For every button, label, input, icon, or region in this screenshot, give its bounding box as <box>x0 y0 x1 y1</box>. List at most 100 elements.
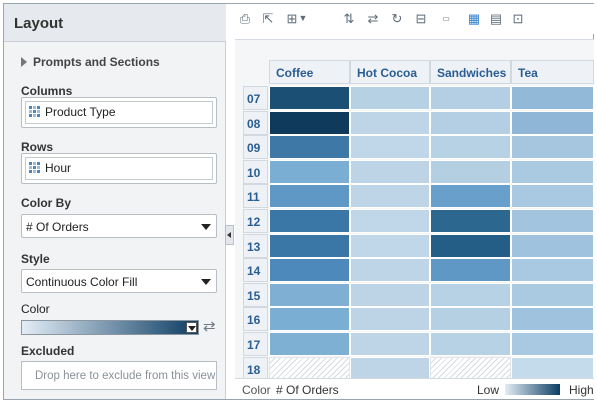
row-header[interactable]: 11 <box>243 184 268 209</box>
heat-cell[interactable] <box>269 159 350 184</box>
heat-cell[interactable] <box>269 332 350 356</box>
heat-cell[interactable] <box>511 110 594 135</box>
row-header[interactable]: 07 <box>243 86 268 110</box>
heat-cell-empty[interactable] <box>269 356 350 381</box>
heat-cell[interactable] <box>350 86 430 110</box>
heat-cell[interactable] <box>269 307 350 332</box>
heat-cell[interactable] <box>511 282 594 307</box>
heat-cell[interactable] <box>430 86 511 110</box>
chevron-down-icon[interactable] <box>186 322 197 333</box>
heat-cell[interactable] <box>511 258 594 283</box>
heat-cell[interactable] <box>350 209 430 233</box>
row-header[interactable]: 17 <box>243 332 268 356</box>
heat-cell[interactable] <box>350 135 430 160</box>
heat-cell[interactable] <box>511 86 594 110</box>
sort-icon[interactable]: ⇅ <box>343 11 355 26</box>
color-ramp-select[interactable] <box>21 320 199 335</box>
export-icon[interactable]: ⇱ <box>262 11 274 26</box>
style-select[interactable]: Continuous Color Fill <box>21 269 217 293</box>
heat-cell[interactable] <box>350 233 430 258</box>
columns-drop-target[interactable]: Product Type <box>21 97 217 128</box>
style-value: Continuous Color Fill <box>26 275 138 289</box>
heat-cell[interactable] <box>350 258 430 283</box>
row-header[interactable]: 08 <box>243 110 268 135</box>
heat-cell[interactable] <box>430 282 511 307</box>
heat-cell[interactable] <box>511 307 594 332</box>
heat-cell[interactable] <box>350 110 430 135</box>
legend-color-ramp <box>505 384 560 395</box>
row-header[interactable]: 10 <box>243 159 268 184</box>
heat-cell[interactable] <box>269 233 350 258</box>
columns-item-chip[interactable]: Product Type <box>29 105 116 119</box>
heat-cell[interactable] <box>269 282 350 307</box>
heat-cell[interactable] <box>430 332 511 356</box>
row-header[interactable]: 13 <box>243 233 268 258</box>
print-icon[interactable]: ⎙ <box>239 11 251 26</box>
heat-cell[interactable] <box>511 184 594 209</box>
rows-item-chip[interactable]: Hour <box>29 161 71 175</box>
excluded-drop-target[interactable]: Drop here to exclude from this view <box>21 361 217 390</box>
heat-cell[interactable] <box>350 356 430 381</box>
row-header[interactable]: 18 <box>243 356 268 381</box>
refresh-icon[interactable]: ↻ <box>391 11 403 26</box>
layout-editor: Layout Prompts and Sections Columns Prod… <box>3 3 594 400</box>
heat-cell[interactable] <box>511 332 594 356</box>
heat-cell[interactable] <box>430 159 511 184</box>
legend-measure-label: # Of Orders <box>276 383 339 397</box>
heat-cell[interactable] <box>269 135 350 160</box>
row-header[interactable]: 14 <box>243 258 268 283</box>
heat-cell[interactable] <box>350 282 430 307</box>
heat-cell[interactable] <box>430 307 511 332</box>
view-options-icon[interactable]: ⊞ <box>286 11 298 26</box>
heat-cell[interactable] <box>269 209 350 233</box>
heat-cell[interactable] <box>511 159 594 184</box>
collapse-panel-handle[interactable] <box>225 225 234 245</box>
heat-cell[interactable] <box>511 356 594 381</box>
layout-panel: Layout Prompts and Sections Columns Prod… <box>4 4 226 399</box>
dropdown-arrow-icon[interactable]: ▼ <box>298 13 308 23</box>
heat-cell[interactable] <box>350 159 430 184</box>
row-header[interactable]: 09 <box>243 135 268 160</box>
heat-cell[interactable] <box>269 258 350 283</box>
heat-cell[interactable] <box>511 209 594 233</box>
row-header[interactable]: 12 <box>243 209 268 233</box>
attribute-icon <box>29 106 40 118</box>
heat-cell[interactable] <box>430 110 511 135</box>
prompts-sections-label: Prompts and Sections <box>33 55 160 69</box>
column-header[interactable]: Hot Cocoa <box>350 60 430 84</box>
heat-cell[interactable] <box>430 184 511 209</box>
heat-cell[interactable] <box>269 86 350 110</box>
heat-matrix-icon[interactable]: ▦ <box>467 11 481 26</box>
pivot-icon[interactable]: ⊟ <box>415 11 427 26</box>
heat-cell[interactable] <box>430 258 511 283</box>
xyz-label-icon[interactable]: ▭ <box>442 14 450 23</box>
rows-drop-target[interactable]: Hour <box>21 153 217 184</box>
heat-cell[interactable] <box>350 307 430 332</box>
excluded-placeholder: Drop here to exclude from this view <box>35 370 216 382</box>
prompts-sections-toggle[interactable]: Prompts and Sections <box>21 55 160 69</box>
heat-cell-empty[interactable] <box>430 356 511 381</box>
swap-axis-icon[interactable]: ⇄ <box>367 11 379 26</box>
row-header[interactable]: 16 <box>243 307 268 332</box>
row-header[interactable]: 15 <box>243 282 268 307</box>
heat-cell[interactable] <box>511 233 594 258</box>
heat-cell[interactable] <box>269 110 350 135</box>
layout-panel-title: Layout <box>14 15 64 32</box>
heat-cell[interactable] <box>350 184 430 209</box>
column-header[interactable]: Coffee <box>269 60 350 84</box>
table-view-icon[interactable]: ▤ <box>489 11 503 26</box>
heat-cell[interactable] <box>350 332 430 356</box>
column-header[interactable]: Sandwiches <box>430 60 511 84</box>
heat-cell[interactable] <box>430 135 511 160</box>
color-by-select[interactable]: # Of Orders <box>21 214 217 238</box>
heat-cell[interactable] <box>430 209 511 233</box>
heat-cell[interactable] <box>430 233 511 258</box>
column-header[interactable]: Tea <box>511 60 594 84</box>
heat-cell[interactable] <box>511 135 594 160</box>
color-by-label: Color By <box>21 196 72 210</box>
reverse-colors-icon[interactable]: ⇄ <box>203 318 216 335</box>
heat-cell[interactable] <box>269 184 350 209</box>
chart-view-icon[interactable]: ⊡ <box>512 11 524 26</box>
rows-label: Rows <box>21 140 54 154</box>
columns-label: Columns <box>21 84 73 98</box>
